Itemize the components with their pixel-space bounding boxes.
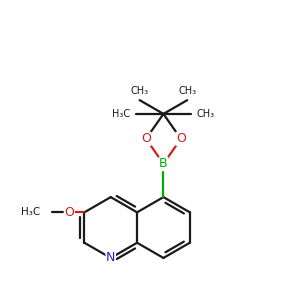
Text: H₃C: H₃C — [112, 109, 130, 119]
Text: CH₃: CH₃ — [178, 86, 196, 96]
Text: N: N — [106, 251, 116, 265]
Text: O: O — [176, 132, 186, 145]
Text: CH₃: CH₃ — [130, 86, 149, 96]
Text: H₃C: H₃C — [21, 207, 40, 217]
Text: O: O — [141, 132, 151, 145]
Text: O: O — [64, 206, 74, 219]
Text: CH₃: CH₃ — [197, 109, 215, 119]
Text: B: B — [159, 157, 168, 170]
